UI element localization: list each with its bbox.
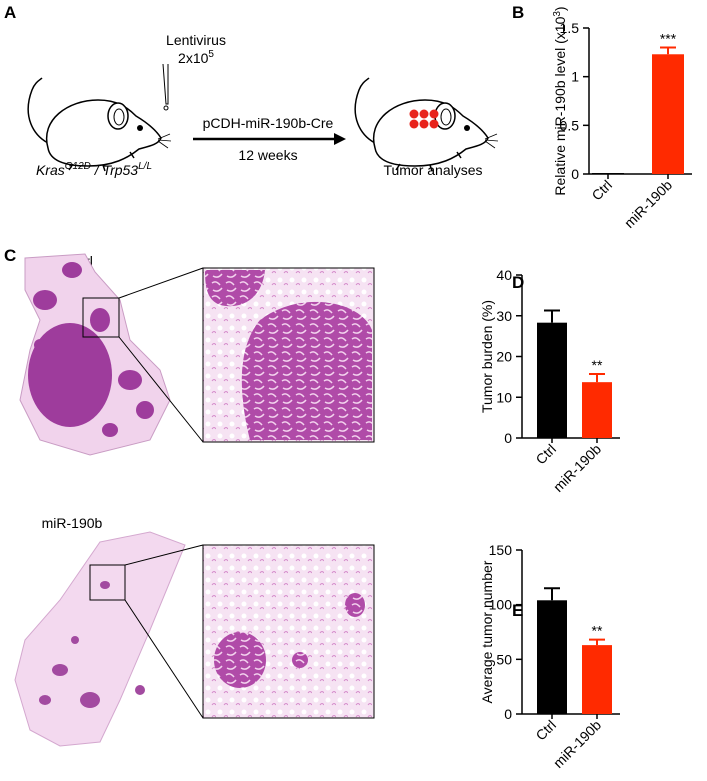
y-axis-label: Average tumor number xyxy=(479,560,495,703)
tumor-zoom xyxy=(205,270,372,440)
dose-label: 2x105 xyxy=(178,49,214,66)
y-tick-label: 100 xyxy=(489,597,513,613)
mouse-icon xyxy=(27,77,172,172)
treated-label: miR-190b xyxy=(42,515,103,531)
bar xyxy=(652,54,684,174)
x-tick-label: Ctrl xyxy=(532,717,559,744)
bar xyxy=(537,322,567,438)
y-tick-label: 0.5 xyxy=(560,117,580,133)
x-tick-label: miR-190b xyxy=(550,441,604,495)
y-tick-label: 20 xyxy=(496,349,512,365)
duration-label: 12 weeks xyxy=(238,147,297,163)
bar xyxy=(582,382,612,438)
y-axis-label-text: Average tumor number xyxy=(479,560,495,703)
y-axis-label: Relative miR-190b level (x103) xyxy=(552,6,568,195)
x-tick-label: miR-190b xyxy=(550,717,604,771)
construct-label: pCDH-miR-190b-Cre xyxy=(203,115,334,131)
result-label: Tumor analyses xyxy=(383,162,482,178)
panel-label: B xyxy=(512,3,524,22)
significance-label: ** xyxy=(592,357,603,373)
zoom-lines xyxy=(124,544,204,719)
virus-label: Lentivirus xyxy=(166,32,226,48)
y-tick-label: 1 xyxy=(571,69,579,85)
significance-label: ** xyxy=(592,623,603,639)
panel-label: E xyxy=(512,601,523,620)
y-tick-label: 1.5 xyxy=(560,20,580,36)
y-tick-label: 0 xyxy=(504,706,512,722)
bar xyxy=(582,645,612,714)
y-tick-label: 0 xyxy=(504,430,512,446)
tumor-dots xyxy=(409,109,439,129)
error-bar xyxy=(544,309,560,323)
zoom-box xyxy=(89,564,126,601)
genotype-label: KrasG12D / Trp53L/L xyxy=(36,161,152,178)
bar xyxy=(537,600,567,714)
y-axis-label-text: Tumor burden (%) xyxy=(479,300,495,413)
y-tick-label: 10 xyxy=(496,389,512,405)
pipette xyxy=(162,63,169,105)
zoom-image xyxy=(202,544,375,719)
panel-label: D xyxy=(512,273,524,292)
y-axis-label-text: Relative miR-190b level (x10 xyxy=(552,16,568,195)
x-tick-label: miR-190b xyxy=(621,177,675,231)
y-axis-label-end: ) xyxy=(552,6,568,11)
tumor-zoom xyxy=(214,593,365,688)
tumor-regions xyxy=(28,262,154,437)
y-tick-label: 150 xyxy=(489,542,513,558)
y-axis-label-sup: 3 xyxy=(552,11,563,17)
y-tick-label: 30 xyxy=(496,308,512,324)
droplet xyxy=(163,105,169,111)
arrow-head xyxy=(334,133,346,145)
panel-label: C xyxy=(4,246,16,265)
error-bar xyxy=(589,373,605,383)
zoom-box xyxy=(82,297,120,338)
bar xyxy=(592,173,624,174)
error-bar xyxy=(544,587,560,601)
panel-label: A xyxy=(4,3,16,22)
x-tick-label: Ctrl xyxy=(532,441,559,468)
y-tick-label: 50 xyxy=(496,651,512,667)
x-tick-label: Ctrl xyxy=(588,177,615,204)
y-tick-label: 0 xyxy=(571,166,579,182)
error-bar xyxy=(660,46,676,55)
zoom-lines xyxy=(118,267,204,443)
y-axis-label: Tumor burden (%) xyxy=(479,300,495,413)
error-bar xyxy=(589,638,605,646)
y-tick-label: 40 xyxy=(496,267,512,283)
tissue-section xyxy=(14,531,186,747)
tumor-regions xyxy=(39,581,145,708)
significance-label: *** xyxy=(660,30,677,46)
